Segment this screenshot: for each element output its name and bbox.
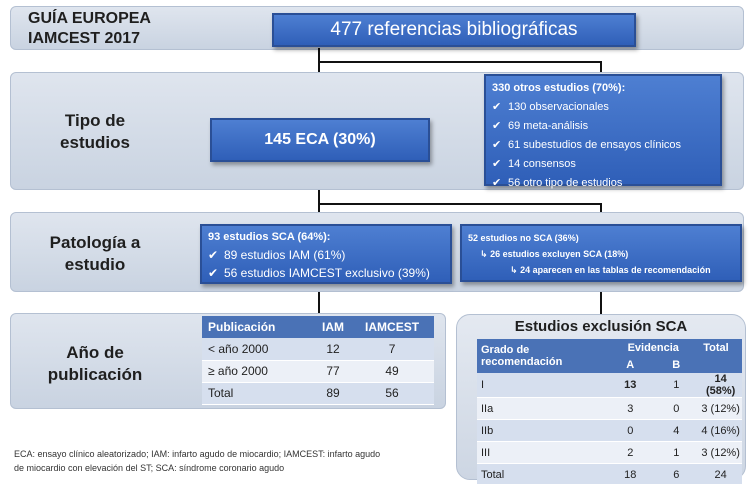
table-row: IIb 0 4 4 (16%) (477, 419, 742, 442)
col-header: IAM (315, 316, 351, 338)
arrow-icon: ↳ (480, 249, 488, 259)
exclusion-table: Grado de recomendación Evidencia Total A… (477, 339, 742, 484)
sca-title: 93 estudios SCA (64%): (208, 231, 331, 243)
arrow-icon: ↳ (510, 265, 518, 275)
table-row: III 2 1 3 (12%) (477, 441, 742, 464)
connector-mid-down (318, 180, 320, 204)
list-item: 56 estudios IAMCEST exclusivo (39%) (208, 264, 444, 282)
list-item: 69 meta-análisis (492, 117, 714, 136)
list-item: 14 consensos (492, 155, 714, 174)
table-row: < año 2000 12 7 (202, 338, 434, 361)
list-item: 61 subestudios de ensayos clínicos (492, 136, 714, 155)
non-sca-sub2: ↳ 24 aparecen en las tablas de recomenda… (510, 265, 711, 275)
sca-studies-box: 93 estudios SCA (64%): 89 estudios IAM (… (200, 224, 452, 284)
table-row: ≥ año 2000 77 49 (202, 360, 434, 383)
eca-box: 145 ECA (30%) (210, 118, 430, 162)
table-row: I 13 1 14 (58%) (477, 373, 742, 398)
pathology-label: Patología a estudio (49, 233, 141, 274)
col-header: B (653, 356, 700, 373)
table-row: Total 18 6 24 (477, 463, 742, 484)
total-references-box: 477 referencias bibliográficas (272, 13, 636, 47)
connector-left-3 (318, 282, 320, 316)
other-studies-list: 130 observacionales 69 meta-análisis 61 … (492, 98, 714, 193)
sca-list: 89 estudios IAM (61%) 56 estudios IAMCES… (208, 246, 444, 282)
non-sca-title: 52 estudios no SCA (36%) (468, 233, 579, 243)
table-row: IIa 3 0 3 (12%) (477, 397, 742, 420)
list-item: 56 otro tipo de estudios (492, 174, 714, 193)
non-sca-studies-box: 52 estudios no SCA (36%) ↳ 26 estudios e… (460, 224, 742, 282)
connector-right-3 (600, 282, 602, 314)
exclusion-title: Estudios exclusión SCA (514, 318, 688, 335)
col-header: A (607, 356, 654, 373)
table-row: Total 89 56 (202, 382, 434, 405)
footnote: ECA: ensayo clínico aleatorizado; IAM: i… (14, 449, 381, 473)
connector-mid-h (318, 203, 602, 205)
publication-table: Publicación IAM IAMCEST < año 2000 12 7 … (202, 316, 434, 405)
publication-year-label: Año de publicación (47, 343, 143, 384)
connector-top-h (318, 61, 602, 63)
non-sca-sub1: ↳ 26 estudios excluyen SCA (18%) (480, 249, 629, 259)
col-header: Publicación (202, 316, 316, 338)
connector-top-down (318, 48, 320, 62)
other-studies-title: 330 otros estudios (70%): (492, 82, 626, 94)
guide-title: GUÍA EUROPEA IAMCEST 2017 (28, 10, 151, 47)
col-header: IAMCEST (350, 316, 434, 338)
list-item: 89 estudios IAM (61%) (208, 246, 444, 264)
col-header: Evidencia (607, 339, 700, 356)
study-type-label: Tipo de estudios (60, 111, 130, 152)
col-header: Grado de recomendación (477, 339, 608, 373)
col-header: Total (699, 339, 742, 373)
other-studies-box: 330 otros estudios (70%): 130 observacio… (484, 74, 722, 193)
list-item: 130 observacionales (492, 98, 714, 117)
connector-right-1 (600, 61, 602, 73)
